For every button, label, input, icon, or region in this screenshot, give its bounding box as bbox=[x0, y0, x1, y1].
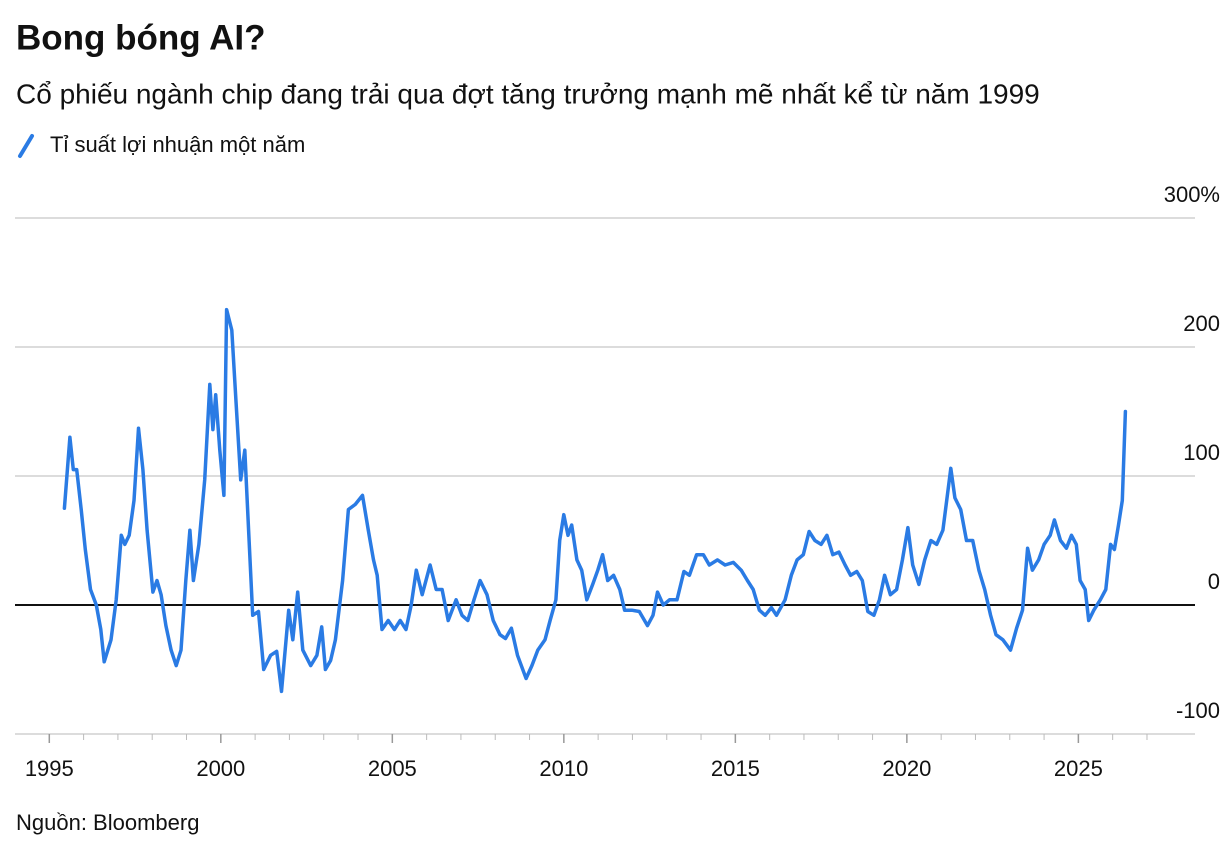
x-tick-label: 2015 bbox=[711, 756, 760, 781]
legend-label: Tỉ suất lợi nhuận một năm bbox=[50, 132, 305, 157]
x-tick-label: 1995 bbox=[25, 756, 74, 781]
y-tick-label: 200 bbox=[1183, 311, 1220, 336]
data-line bbox=[62, 307, 1128, 694]
chart-title: Bong bóng AI? bbox=[16, 18, 265, 57]
source: Nguồn: Bloomberg bbox=[16, 810, 199, 835]
x-tick-label: 2025 bbox=[1054, 756, 1103, 781]
x-tick-label: 2020 bbox=[882, 756, 931, 781]
y-tick-label: -100 bbox=[1176, 698, 1220, 723]
y-tick-label: 0 bbox=[1208, 569, 1220, 594]
y-tick-label: 100 bbox=[1183, 440, 1220, 465]
y-tick-label: 300% bbox=[1164, 182, 1220, 207]
legend-swatch bbox=[18, 134, 34, 158]
x-tick-label: 2005 bbox=[368, 756, 417, 781]
x-tick-label: 2000 bbox=[196, 756, 245, 781]
chart-subtitle: Cổ phiếu ngành chip đang trải qua đợt tă… bbox=[16, 78, 1040, 109]
x-tick-label: 2010 bbox=[539, 756, 588, 781]
